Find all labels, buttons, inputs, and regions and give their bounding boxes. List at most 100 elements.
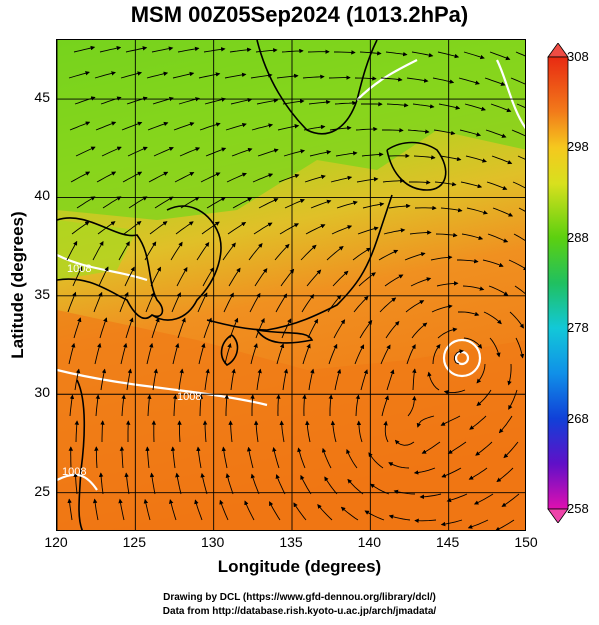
- streamline: [204, 368, 210, 391]
- streamline: [437, 327, 458, 339]
- streamline: [145, 446, 150, 469]
- streamline: [250, 73, 273, 79]
- streamline: [276, 343, 285, 365]
- streamline: [306, 269, 322, 287]
- streamline: [258, 198, 279, 209]
- streamline: [176, 266, 188, 287]
- streamline: [254, 268, 268, 287]
- streamline: [360, 369, 368, 391]
- streamline: [464, 103, 486, 111]
- streamline: [225, 122, 247, 131]
- streamline: [465, 155, 487, 163]
- streamline: [283, 149, 306, 157]
- streamline: [126, 368, 133, 391]
- streamline: [507, 363, 512, 386]
- streamline: [333, 319, 346, 339]
- streamline: [205, 147, 227, 157]
- streamline: [279, 223, 299, 235]
- streamline: [515, 337, 525, 359]
- streamline: [388, 203, 411, 209]
- streamline: [463, 337, 483, 349]
- streamline: [460, 181, 483, 189]
- y-tick-label: 25: [34, 482, 50, 499]
- streamline: [419, 493, 442, 500]
- streamline: [453, 349, 464, 365]
- streamline: [328, 343, 338, 365]
- streamline: [178, 368, 184, 391]
- streamline: [404, 252, 426, 261]
- streamline: [70, 171, 91, 183]
- streamline: [175, 472, 182, 495]
- streamline: [124, 266, 135, 287]
- streamline: [475, 441, 493, 456]
- streamline: [269, 501, 281, 521]
- streamline: [302, 343, 311, 365]
- streamline: [202, 420, 208, 443]
- streamline: [153, 146, 174, 157]
- streamline: [95, 394, 101, 417]
- streamline: [512, 181, 525, 189]
- streamline: [513, 233, 525, 241]
- streamline: [151, 317, 160, 339]
- streamline: [355, 126, 378, 132]
- streamline: [232, 197, 253, 209]
- streamline: [98, 472, 104, 495]
- streamline: [250, 394, 255, 416]
- streamline: [302, 394, 307, 417]
- streamline: [304, 174, 326, 183]
- streamline: [198, 342, 206, 365]
- streamline: [127, 146, 148, 157]
- streamline: [308, 99, 331, 105]
- streamline: [251, 123, 274, 131]
- streamline: [340, 506, 359, 521]
- streamline: [514, 285, 525, 295]
- streamline: [393, 489, 416, 495]
- streamline: [335, 151, 358, 157]
- streamline: [440, 415, 461, 426]
- streamline: [69, 394, 75, 417]
- streamline: [407, 129, 430, 134]
- streamline: [357, 226, 379, 235]
- streamline: [256, 98, 279, 105]
- streamline: [354, 76, 377, 81]
- streamline: [154, 196, 174, 209]
- streamlines: [66, 45, 525, 530]
- streamline: [98, 266, 109, 287]
- streamline: [307, 318, 319, 339]
- streamline: [277, 124, 300, 131]
- streamline: [511, 129, 525, 137]
- streamline: [172, 71, 195, 79]
- streamline: [379, 297, 397, 313]
- streamline: [272, 446, 280, 469]
- streamline: [411, 51, 434, 58]
- streamline: [74, 368, 81, 391]
- streamline: [223, 292, 234, 313]
- streamline: [279, 420, 285, 443]
- streamline: [309, 150, 332, 157]
- streamline: [434, 181, 457, 187]
- streamline: [516, 103, 525, 108]
- streamline: [73, 317, 82, 339]
- streamline: [414, 518, 437, 523]
- streamline: [297, 447, 306, 469]
- streamline: [410, 277, 432, 287]
- streamline: [66, 240, 78, 261]
- streamline: [383, 228, 406, 235]
- streamline: [384, 274, 404, 287]
- streamline: [122, 171, 143, 183]
- streamline: [386, 102, 409, 108]
- streamline: [96, 171, 117, 183]
- streamline: [177, 46, 200, 53]
- streamline: [92, 240, 104, 261]
- streamline: [275, 293, 288, 313]
- streamline: [202, 267, 214, 287]
- streamline: [334, 100, 357, 106]
- streamline: [125, 46, 148, 53]
- streamline: [170, 446, 176, 469]
- streamline: [143, 498, 151, 521]
- grid-lines: [57, 40, 525, 530]
- streamline: [229, 317, 239, 339]
- streamline: [487, 233, 509, 243]
- streamline: [123, 221, 142, 235]
- streamline: [466, 207, 488, 215]
